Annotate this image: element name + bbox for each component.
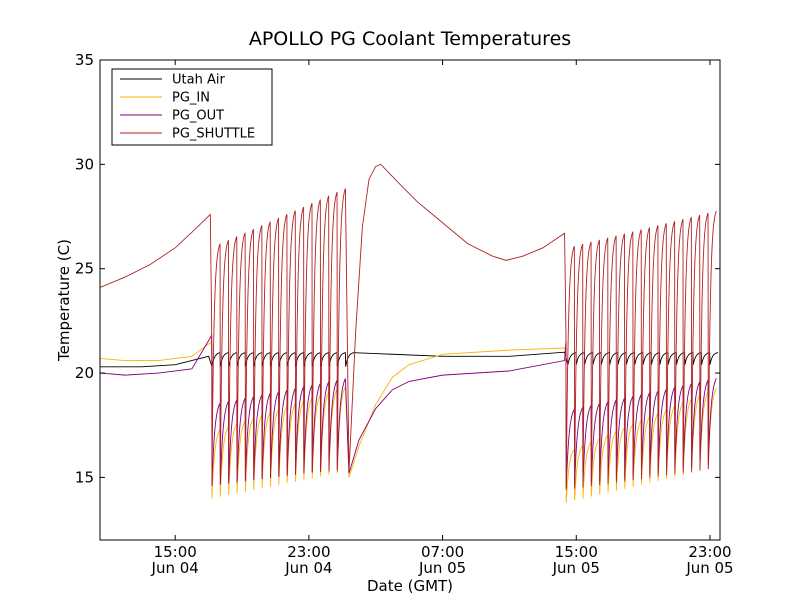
- x-tick-label: 23:00: [688, 543, 731, 561]
- x-tick-label: 07:00: [421, 543, 464, 561]
- legend-label: PG_SHUTTLE: [172, 127, 255, 142]
- legend-label: Utah Air: [172, 73, 225, 88]
- x-tick-label-date: Jun 05: [418, 559, 466, 577]
- y-axis-label: Temperature (C): [55, 239, 73, 362]
- x-tick-label-date: Jun 05: [685, 559, 733, 577]
- x-tick-label: 23:00: [287, 543, 330, 561]
- legend-label: PG_IN: [172, 91, 210, 106]
- y-tick-label: 15: [75, 468, 94, 486]
- x-tick-label-date: Jun 04: [284, 559, 332, 577]
- legend: Utah Air PG_IN PG_OUT PG_SHUTTLE: [111, 68, 273, 146]
- y-tick-label: 25: [75, 260, 94, 278]
- series-layer: [100, 163, 719, 503]
- y-tick-label: 30: [75, 155, 94, 173]
- x-axis-label: Date (GMT): [367, 577, 453, 595]
- chart-title: APOLLO PG Coolant Temperatures: [249, 28, 571, 50]
- plot-frame: [99, 59, 721, 541]
- y-tick-label: 35: [75, 51, 94, 69]
- x-tick-label-date: Jun 04: [151, 559, 199, 577]
- series-line-pg-out: [100, 333, 717, 488]
- series-line-pg-in: [100, 340, 717, 503]
- x-tick-label-date: Jun 05: [552, 559, 600, 577]
- legend-box: [111, 68, 273, 146]
- legend-label: PG_OUT: [172, 109, 224, 124]
- y-tick-label: 20: [75, 364, 94, 382]
- x-tick-label: 15:00: [555, 543, 598, 561]
- series-line-pg-shuttle: [100, 163, 717, 490]
- x-tick-label: 15:00: [154, 543, 197, 561]
